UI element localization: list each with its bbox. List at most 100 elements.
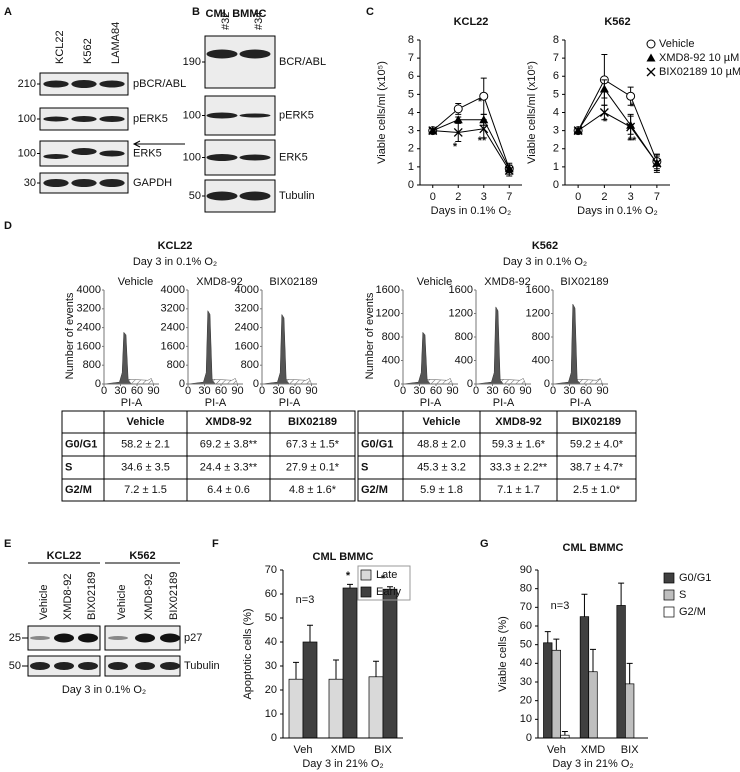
x-tick-label: 0 (101, 385, 107, 397)
x-axis-label: PI-A (121, 397, 143, 409)
blot-band (43, 80, 69, 88)
y-tick-label: 1200 (376, 307, 400, 319)
mw-marker: 100 (183, 109, 201, 121)
mw-marker: 190 (183, 56, 201, 68)
lane-label: K562 (82, 38, 94, 64)
blot-band (78, 633, 98, 643)
y-tick-label: 1600 (235, 340, 259, 352)
legend-label: Vehicle (659, 38, 694, 50)
data-point (626, 91, 636, 101)
significance: ** (478, 135, 487, 147)
blot-band (206, 191, 238, 201)
blot-band (54, 662, 74, 670)
condition-label: Vehicle (118, 276, 153, 288)
x-tick-label: 0 (430, 191, 436, 203)
hist-peak (552, 303, 582, 385)
bar (342, 587, 358, 739)
x-tick-label: XMD (581, 744, 606, 756)
y-tick-label: 10 (265, 708, 277, 720)
y-tick-label: 70 (520, 601, 532, 613)
blot-band (30, 636, 50, 640)
blot-band (239, 154, 271, 161)
data-point (626, 122, 636, 132)
y-tick-label: 800 (167, 359, 185, 371)
y-tick-label: 3200 (235, 303, 259, 315)
bar (625, 683, 635, 739)
y-tick-label: 4000 (235, 284, 259, 296)
bar (302, 641, 318, 739)
group-title: KCL22 (158, 240, 193, 252)
x-tick-label: 30 (272, 385, 284, 397)
mw-marker: 25 (9, 632, 21, 644)
x-tick-label: BIX (374, 744, 392, 756)
condition-label: BIX02189 (560, 276, 608, 288)
group-title: K562 (532, 240, 558, 252)
bar (382, 588, 398, 739)
table-cell: 34.6 ± 3.5 (121, 461, 170, 473)
series-line (577, 88, 658, 164)
band-label: ERK5 (133, 147, 162, 159)
y-tick-label: 400 (382, 354, 400, 366)
x-tick-label: 30 (413, 385, 425, 397)
y-axis-label: Viable cells (%) (497, 616, 509, 692)
lane-label: LAMA84 (110, 22, 122, 64)
legend-label: XMD8-92 10 µM (659, 52, 739, 64)
blot-band (239, 49, 271, 59)
series-line (432, 119, 510, 169)
y-tick-label: 3 (553, 125, 559, 137)
panel-letter: A (4, 6, 12, 18)
bar (288, 678, 304, 739)
x-tick-label: 2 (601, 191, 607, 203)
band-label: pERK5 (133, 113, 168, 125)
group-label: K562 (129, 550, 155, 562)
annotation: n=3 (551, 600, 570, 612)
y-tick-label: 7 (408, 52, 414, 64)
y-tick-label: 0 (394, 378, 400, 390)
y-tick-label: 2400 (77, 322, 101, 334)
x-tick-label: 60 (215, 385, 227, 397)
significance: ** (628, 135, 637, 147)
table-header: BIX02189 (288, 416, 337, 428)
arrow (132, 140, 185, 148)
y-tick-label: 0 (408, 179, 414, 191)
annotation: n=3 (296, 594, 315, 606)
blot-band (99, 116, 125, 122)
data-point (453, 104, 463, 114)
mw-marker: 210 (18, 78, 36, 90)
y-tick-label: 20 (265, 684, 277, 696)
blot-band (206, 112, 238, 119)
x-axis-label: PI-A (570, 397, 592, 409)
x-tick-label: 30 (563, 385, 575, 397)
lane-label: Vehicle (38, 585, 50, 620)
y-tick-label: 5 (553, 88, 559, 100)
band-label: pERK5 (279, 109, 314, 121)
y-axis-label: Viable cells/ml (x10⁵) (376, 61, 388, 164)
band-label: ERK5 (279, 151, 308, 163)
legend-swatch (663, 589, 675, 601)
panel-letter: C (366, 6, 374, 18)
y-tick-label: 8 (408, 34, 414, 46)
table-cell: 38.7 ± 4.7* (570, 461, 624, 473)
y-tick-label: 3200 (161, 303, 185, 315)
legend-label: S (679, 589, 686, 601)
x-axis-label: PI-A (493, 397, 515, 409)
blot-band (160, 662, 180, 670)
x-axis-label: Days in 0.1% O₂ (577, 205, 658, 217)
x-tick-label: 0 (550, 385, 556, 397)
mw-marker: 100 (18, 113, 36, 125)
legend-box (357, 565, 411, 601)
blot-band (239, 113, 271, 118)
x-axis-label: Day 3 in 21% O₂ (552, 758, 633, 770)
y-tick-label: 8 (553, 34, 559, 46)
y-axis-label: Number of events (364, 292, 376, 379)
lane-label: #32 (220, 12, 232, 30)
legend-label: Early (376, 586, 402, 598)
data-point (573, 126, 583, 136)
x-tick-label: Veh (294, 744, 313, 756)
x-tick-label: 7 (506, 191, 512, 203)
blot-band (30, 662, 50, 670)
bar (588, 671, 598, 739)
y-tick-label: 2 (553, 143, 559, 155)
y-tick-label: 4000 (161, 284, 185, 296)
data-point (652, 158, 662, 168)
